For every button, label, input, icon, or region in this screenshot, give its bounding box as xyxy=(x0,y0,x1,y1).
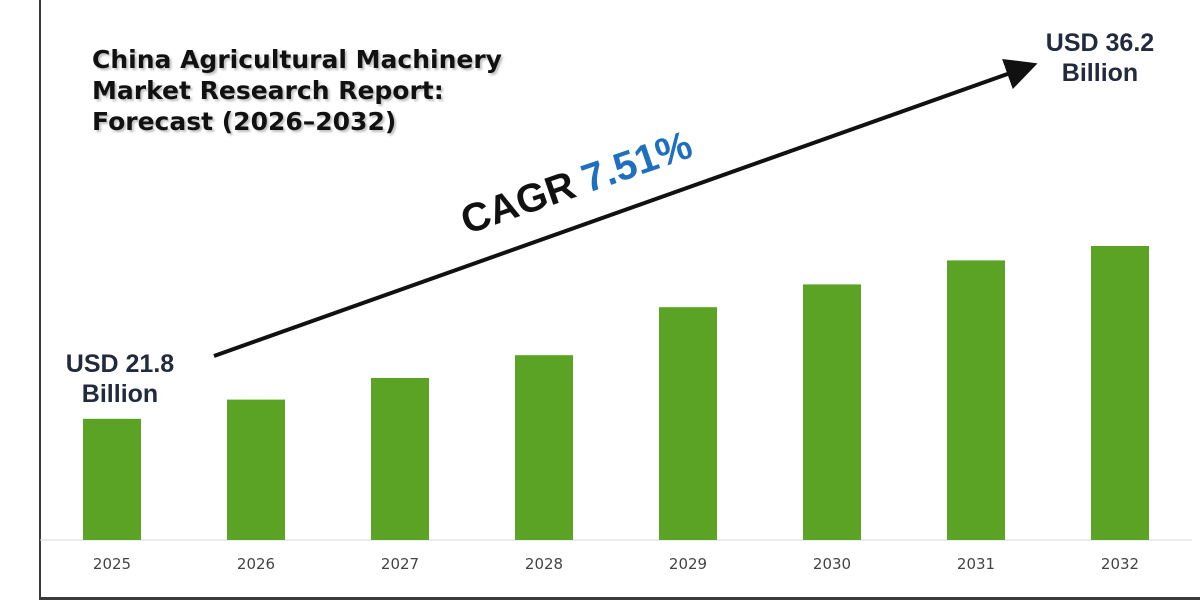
x-tick-label-2028: 2028 xyxy=(525,555,563,573)
frame-left-border xyxy=(39,0,41,600)
end-currency: USD xyxy=(1045,29,1099,57)
x-tick-label-2026: 2026 xyxy=(237,555,275,573)
bar-2032 xyxy=(1091,246,1149,540)
x-tick-label-2027: 2027 xyxy=(381,555,419,573)
bar-2025 xyxy=(83,418,141,540)
frame-bottom-border xyxy=(39,597,1200,600)
bar-2030 xyxy=(803,284,861,540)
x-tick-label-2031: 2031 xyxy=(957,555,995,573)
start-value: 21.8 xyxy=(125,350,175,378)
x-tick-label-2029: 2029 xyxy=(669,555,707,573)
end-value-callout: USD 36.2 Billion xyxy=(1030,28,1170,88)
bar-2026 xyxy=(227,399,285,540)
title-line-3: Forecast (2026–2032) xyxy=(92,107,397,136)
x-tick-label-2032: 2032 xyxy=(1101,555,1139,573)
end-value: 36.2 xyxy=(1105,29,1155,57)
start-unit: Billion xyxy=(81,380,159,408)
bar-2027 xyxy=(371,378,429,540)
start-currency: USD xyxy=(65,350,119,378)
title-line-1: China Agricultural Machinery xyxy=(92,45,502,74)
end-unit: Billion xyxy=(1061,59,1139,87)
x-tick-label-2025: 2025 xyxy=(93,555,131,573)
chart-title: China Agricultural Machinery Market Rese… xyxy=(92,44,552,137)
bar-2029 xyxy=(659,307,717,540)
title-line-2: Market Research Report: xyxy=(92,76,444,105)
bar-2028 xyxy=(515,355,573,540)
growth-arrow xyxy=(213,58,1038,358)
x-tick-label-2030: 2030 xyxy=(813,555,851,573)
bar-2031 xyxy=(947,260,1005,540)
start-value-callout: USD 21.8 Billion xyxy=(50,349,190,409)
